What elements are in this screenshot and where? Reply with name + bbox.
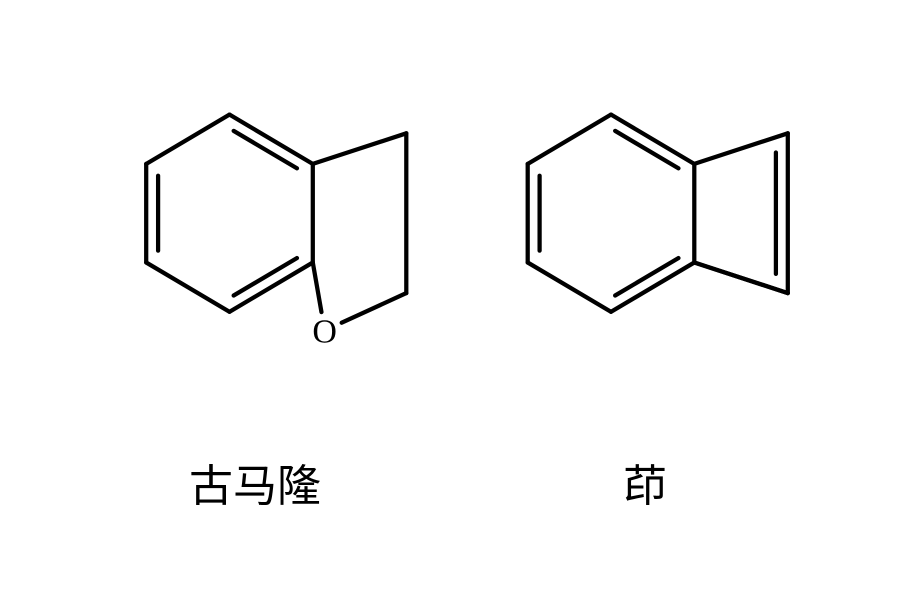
svg-text:O: O — [312, 313, 337, 350]
molecule-coumarone: O 古马隆 — [85, 40, 425, 514]
label-coumarone: 古马隆 — [189, 450, 321, 514]
structure-indene — [475, 40, 815, 400]
molecule-indene: 茚 — [475, 40, 815, 514]
structure-coumarone: O — [85, 40, 425, 400]
label-indene: 茚 — [623, 450, 667, 514]
